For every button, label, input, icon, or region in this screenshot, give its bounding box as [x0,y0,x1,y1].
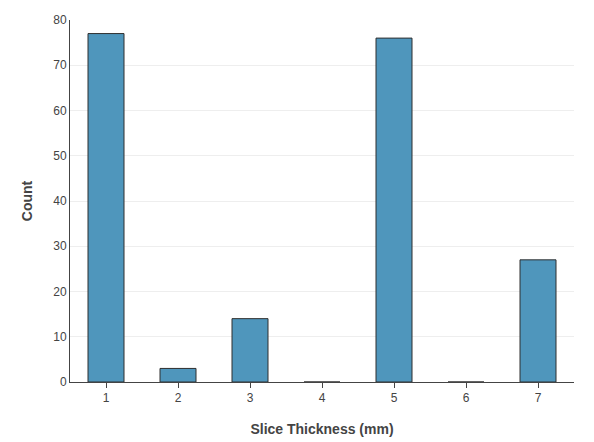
svg-text:0: 0 [60,375,67,389]
svg-text:7: 7 [535,391,542,405]
svg-text:1: 1 [103,391,110,405]
svg-text:6: 6 [463,391,470,405]
svg-text:50: 50 [53,149,67,163]
svg-text:30: 30 [53,239,67,253]
svg-text:60: 60 [53,104,67,118]
svg-text:3: 3 [247,391,254,405]
svg-text:Count: Count [19,180,35,221]
svg-text:4: 4 [319,391,326,405]
svg-text:80: 80 [53,13,67,27]
svg-text:20: 20 [53,285,67,299]
svg-text:40: 40 [53,194,67,208]
svg-text:70: 70 [53,58,67,72]
svg-text:5: 5 [391,391,398,405]
svg-text:Slice Thickness (mm): Slice Thickness (mm) [250,421,393,437]
svg-text:10: 10 [53,330,67,344]
svg-text:2: 2 [175,391,182,405]
